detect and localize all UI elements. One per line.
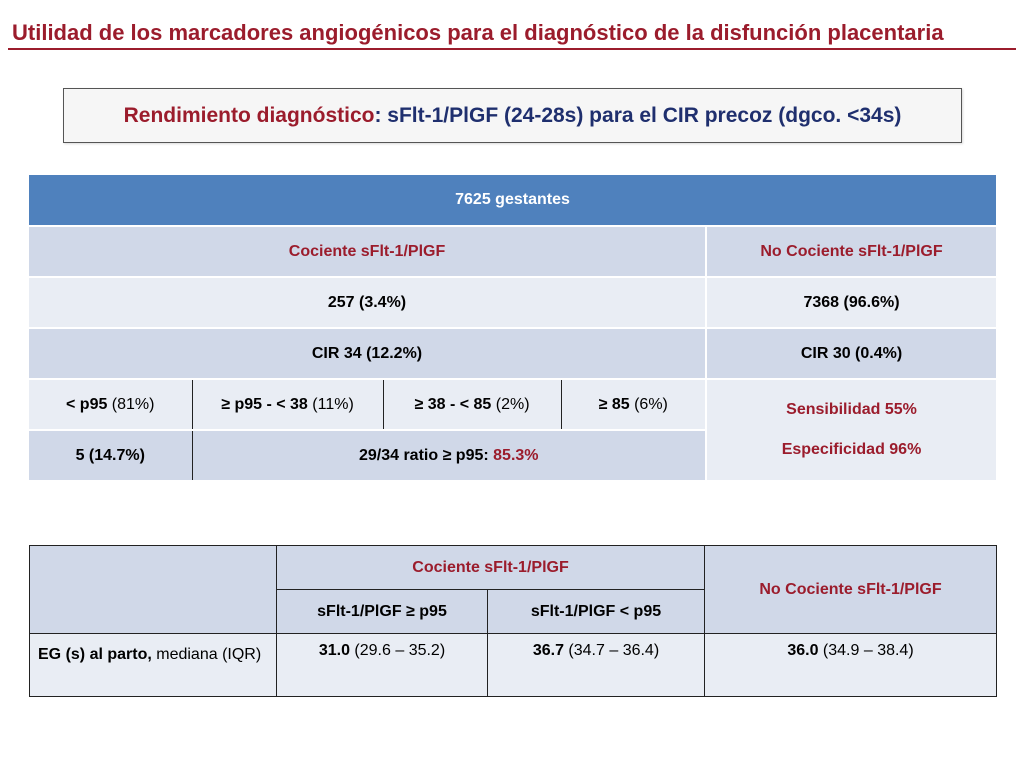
group-pct: (11%) [307, 395, 354, 413]
table-row: < p95 (81%) ≥ p95 - < 38 (11%) ≥ 38 - < … [29, 379, 996, 482]
sensitivity-label: Sensibilidad 55% [786, 401, 917, 418]
table-header-row: 7625 gestantes [29, 175, 996, 227]
row-label-rest: mediana (IQR) [151, 646, 262, 663]
results-table: 7625 gestantes Cociente sFlt-1/PlGF No C… [29, 175, 996, 482]
table-row: EG (s) al parto, mediana (IQR) 31.0 (29.… [29, 633, 997, 697]
group-pct: (6%) [629, 395, 668, 413]
count-no-cociente: 7368 (96.6%) [706, 277, 996, 329]
value-no: 36.0 (34.9 – 38.4) [704, 633, 997, 697]
table-row: 257 (3.4%) 7368 (96.6%) [29, 277, 996, 329]
below-p95-count: 5 (14.7%) [29, 430, 192, 482]
cir-cociente: CIR 34 (12.2%) [29, 328, 707, 380]
subtitle-prefix: Rendimiento diagnóstico [123, 103, 375, 127]
sub-high: sFlt-1/PlGF ≥ p95 [276, 589, 488, 634]
group-pct: (81%) [107, 395, 155, 413]
value-high: 31.0 (29.6 – 35.2) [276, 633, 488, 697]
specificity-label: Especificidad 96% [781, 441, 922, 458]
group-cell: ≥ p95 - < 38 (11%) [191, 379, 383, 431]
table-row: sFlt-1/PlGF ≥ p95 sFlt-1/PlGF < p95 [30, 589, 997, 634]
delivery-table: Cociente sFlt-1/PlGF No Cociente sFlt-1/… [29, 545, 997, 697]
iqr: (34.9 – 38.4) [818, 642, 914, 659]
group-label: ≥ 38 - < 85 [414, 395, 492, 413]
count-cociente: 257 (3.4%) [29, 277, 707, 329]
group-label: ≥ 85 [598, 395, 630, 413]
table-row: Cociente sFlt-1/PlGF No Cociente sFlt-1/… [29, 226, 996, 278]
value-low: 36.7 (34.7 – 36.4) [487, 633, 705, 697]
iqr: (34.7 – 36.4) [563, 642, 660, 659]
group-cell: ≥ 85 (6%) [560, 379, 707, 431]
total-header: 7625 gestantes [29, 175, 996, 227]
title-underline [8, 48, 1016, 50]
ratio-text: 29/34 ratio ≥ p95: [358, 446, 494, 464]
subtitle-box: Rendimiento diagnóstico: sFlt-1/PlGF (24… [63, 88, 962, 143]
ratio-cell: 29/34 ratio ≥ p95: 85.3% [191, 430, 707, 482]
col-group-cociente: Cociente sFlt-1/PlGF [276, 545, 705, 590]
col-no-cociente: No Cociente sFlt-1/PlGF [706, 226, 996, 278]
table-row: CIR 34 (12.2%) CIR 30 (0.4%) [29, 328, 996, 380]
group-pct: (2%) [491, 395, 530, 413]
iqr: (29.6 – 35.2) [349, 642, 446, 659]
diagnostic-performance: Sensibilidad 55% Especificidad 96% [706, 379, 996, 482]
slide-title: Utilidad de los marcadores angiogénicos … [12, 20, 944, 45]
median: 36.7 [532, 642, 564, 659]
group-cell: < p95 (81%) [29, 379, 192, 431]
cir-no-cociente: CIR 30 (0.4%) [706, 328, 996, 380]
group-cell: ≥ 38 - < 85 (2%) [382, 379, 561, 431]
median: 36.0 [787, 642, 819, 659]
empty-corner [29, 545, 277, 634]
col-cociente: Cociente sFlt-1/PlGF [29, 226, 707, 278]
group-label: ≥ p95 - < 38 [221, 395, 308, 413]
ratio-value: 85.3% [493, 446, 539, 464]
row-label-bold: EG (s) al parto, [38, 646, 152, 663]
table-row: 5 (14.7%) 29/34 ratio ≥ p95: 85.3% [29, 430, 996, 482]
group-label: < p95 [66, 395, 108, 413]
row-label: EG (s) al parto, mediana (IQR) [29, 633, 277, 697]
sub-low: sFlt-1/PlGF < p95 [487, 589, 705, 634]
subtitle-rest: : sFlt-1/PlGF (24-28s) para el CIR preco… [374, 103, 902, 127]
col-no-cociente: No Cociente sFlt-1/PlGF [704, 545, 997, 634]
table-row: Cociente sFlt-1/PlGF No Cociente sFlt-1/… [29, 545, 997, 634]
median: 31.0 [318, 642, 350, 659]
